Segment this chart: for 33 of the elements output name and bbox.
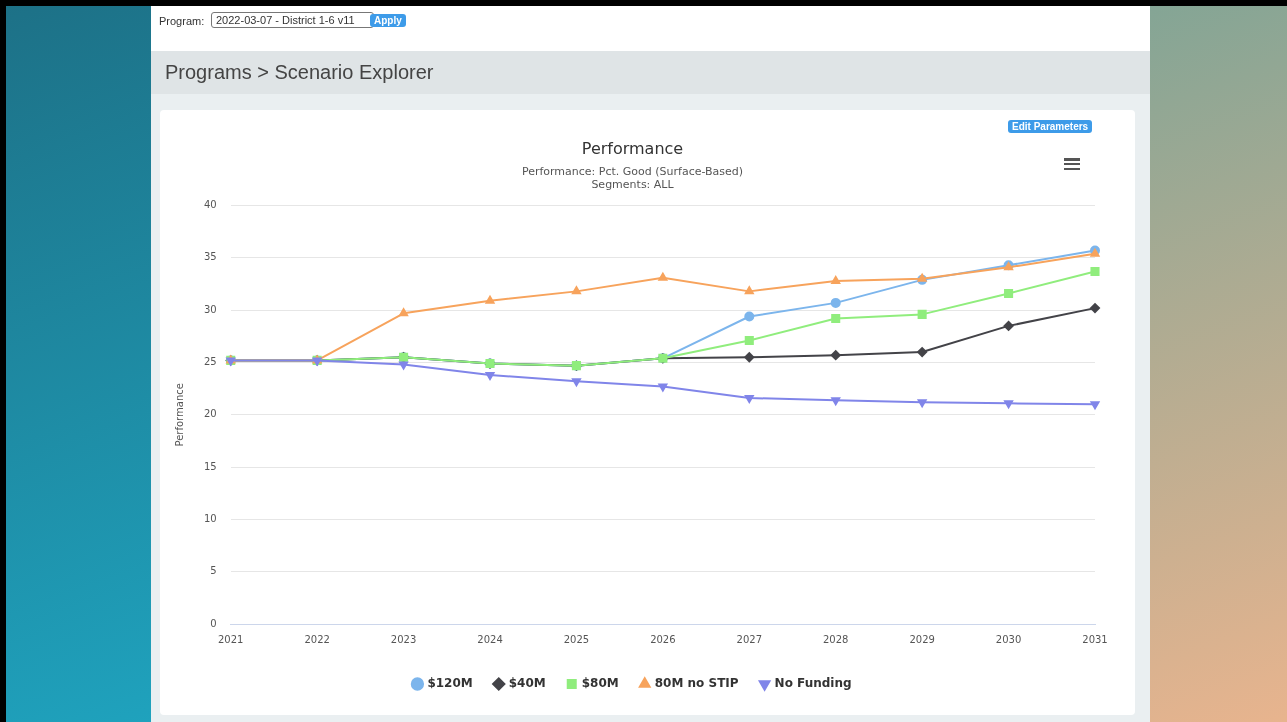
y-tick-label: 10 (203, 512, 217, 524)
chart-subtitle: Performance: Pct. Good (Surface-Based) Segments: ALL (521, 164, 744, 191)
x-tick-label: 2027 (736, 633, 763, 645)
y-tick-label: 5 (210, 565, 217, 577)
x-tick-label: 2028 (822, 633, 849, 645)
y-tick-label: 40 (203, 199, 217, 211)
y-axis-title: Performance (173, 383, 185, 447)
y-tick-label: 35 (203, 251, 217, 263)
text: Apply (370, 14, 406, 27)
legend-label: $80M (581, 676, 619, 691)
x-tick-label: 2031 (1082, 633, 1108, 645)
legend-label: 80M no STIP (654, 676, 739, 691)
x-tick-label: 2021 (218, 633, 244, 645)
legend-label: No Funding (774, 676, 852, 691)
x-tick-label: 2023 (390, 633, 417, 645)
x-tick-label: 2029 (909, 633, 935, 645)
y-tick-label: 15 (203, 460, 217, 472)
text: Program: (159, 15, 205, 27)
y-tick-label: 30 (203, 303, 217, 315)
y-tick-label: 25 (203, 356, 217, 368)
legend-label: $120M (427, 676, 473, 691)
x-tick-label: 2026 (650, 633, 676, 645)
y-tick-label: 0 (210, 617, 217, 629)
legend-label: $40M (508, 676, 546, 691)
x-tick-label: 2022 (304, 633, 330, 645)
y-tick-label: 20 (203, 408, 217, 420)
x-tick-label: 2024 (477, 633, 503, 645)
text: Edit Parameters (1008, 120, 1093, 133)
text: Programs > Scenario Explorer (165, 61, 434, 84)
x-tick-label: 2030 (995, 633, 1022, 645)
text: 2022-03-07 - District 1-6 v11 (211, 12, 374, 28)
chart-title: Performance (581, 138, 684, 158)
x-tick-label: 2025 (563, 633, 590, 645)
